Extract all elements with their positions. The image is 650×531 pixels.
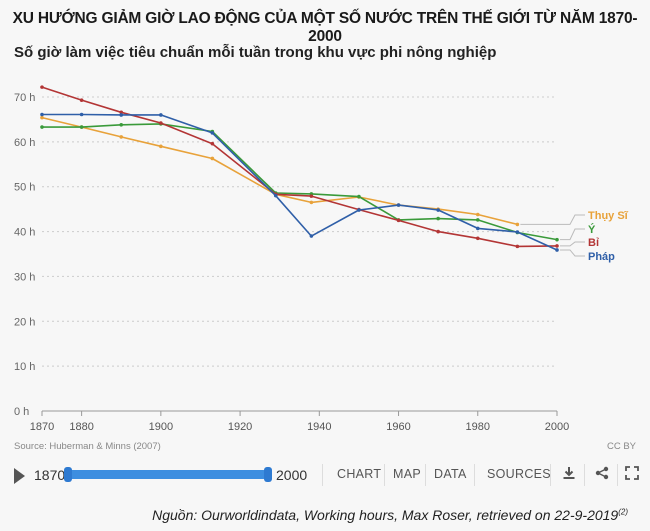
x-tick-label: 1870 (30, 421, 54, 433)
legend-label: Thụy Sĩ (588, 210, 629, 222)
tab-sources[interactable]: SOURCES (487, 467, 551, 481)
timeline-controls: 1870 2000 CHART MAP DATA SOURCES (0, 458, 650, 494)
data-point (436, 216, 440, 221)
data-point (79, 112, 84, 117)
data-point (273, 193, 278, 198)
y-tick-label: 0 h (14, 406, 29, 418)
legend-label: Pháp (588, 251, 615, 263)
source-note: Source: Huberman & Minns (2007) (14, 441, 161, 452)
legend-label: Bỉ (588, 237, 599, 249)
attribution: Nguồn: Ourworldindata, Working hours, Ma… (152, 507, 628, 523)
data-point (436, 229, 440, 234)
data-point (515, 222, 520, 227)
data-point (40, 115, 44, 120)
y-tick-label: 50 h (14, 182, 35, 194)
separator (550, 464, 551, 486)
x-tick-label: 1920 (228, 421, 252, 433)
data-point (357, 194, 361, 199)
chart-title: XU HƯỚNG GIẢM GIỜ LAO ĐỘNG CỦA MỘT SỐ NƯ… (12, 10, 638, 45)
data-point (555, 244, 559, 248)
data-point (515, 244, 520, 249)
data-point (40, 112, 44, 117)
data-point (159, 113, 163, 117)
data-point (210, 131, 215, 135)
x-tick-label: 2000 (545, 421, 569, 433)
data-point (40, 85, 44, 89)
x-tick-label: 1960 (386, 421, 410, 433)
y-tick-label: 60 h (14, 137, 35, 149)
data-point (159, 144, 163, 149)
separator (322, 464, 323, 486)
y-tick-label: 20 h (14, 316, 35, 328)
attribution-note: (2) (618, 507, 628, 517)
separator (384, 464, 385, 486)
license-label[interactable]: CC BY (606, 441, 636, 452)
data-point (475, 226, 480, 231)
download-icon[interactable] (559, 465, 579, 485)
legend-connector (520, 214, 585, 225)
data-point (555, 248, 559, 252)
data-point (79, 125, 84, 129)
data-point (396, 203, 401, 207)
data-point (119, 110, 124, 115)
share-icon[interactable] (592, 465, 612, 485)
x-tick-label: 1940 (307, 421, 331, 433)
data-point (309, 200, 314, 205)
x-tick-label: 1880 (69, 421, 93, 433)
data-point (309, 234, 314, 238)
x-tick-label: 1900 (149, 421, 173, 433)
legend-connector (560, 228, 585, 241)
data-point (515, 230, 520, 234)
legend-connector (560, 249, 585, 257)
separator (584, 464, 585, 486)
expand-icon[interactable] (622, 465, 642, 485)
tab-data[interactable]: DATA (434, 467, 467, 481)
timeline-slider[interactable] (66, 470, 268, 479)
attribution-text: Nguồn: Ourworldindata, Working hours, Ma… (152, 507, 619, 523)
slider-end-handle[interactable] (264, 467, 272, 482)
data-point (210, 141, 215, 146)
chart-subtitle: Số giờ làm việc tiêu chuẩn mỗi tuần tron… (14, 44, 497, 61)
legend-label: Ý (588, 223, 596, 236)
data-point (475, 236, 480, 241)
data-point (475, 212, 480, 217)
data-point (119, 135, 124, 139)
y-tick-label: 30 h (14, 271, 35, 283)
data-point (40, 125, 44, 129)
data-point (396, 218, 401, 223)
separator (474, 464, 475, 486)
data-point (119, 123, 124, 127)
play-icon[interactable] (14, 468, 25, 484)
y-tick-label: 10 h (14, 361, 35, 373)
separator (617, 464, 618, 486)
data-point (309, 194, 314, 198)
tab-map[interactable]: MAP (393, 467, 421, 481)
series-line-3 (42, 113, 558, 251)
data-point (79, 98, 84, 102)
data-point (357, 208, 361, 212)
data-point (159, 121, 163, 125)
slider-start-handle[interactable] (64, 467, 72, 482)
data-point (555, 237, 559, 242)
data-point (119, 113, 124, 117)
timeline-end-year: 2000 (276, 467, 308, 483)
y-tick-label: 70 h (14, 92, 35, 104)
separator (425, 464, 426, 486)
tab-chart[interactable]: CHART (337, 467, 382, 481)
y-tick-label: 40 h (14, 227, 35, 239)
data-point (210, 156, 215, 161)
timeline-start-year: 1870 (34, 467, 66, 483)
x-tick-label: 1980 (466, 421, 490, 433)
data-point (475, 218, 480, 222)
series-line-0 (41, 116, 518, 226)
legend-connector (560, 241, 585, 247)
data-point (436, 208, 440, 212)
